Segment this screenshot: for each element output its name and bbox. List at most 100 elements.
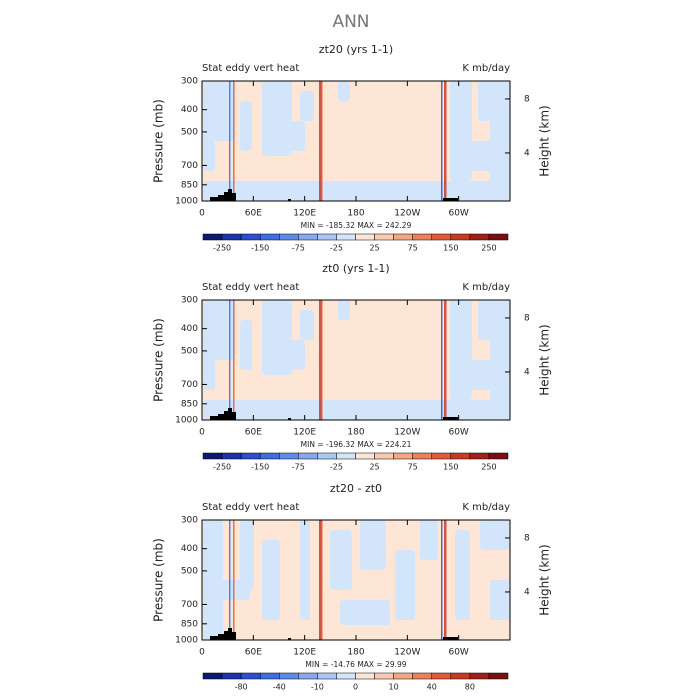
colorbar-label: 75 (408, 463, 418, 472)
y-tick-label: 300 (181, 296, 198, 306)
colorbar-box (374, 452, 394, 460)
field-patch (455, 530, 470, 620)
x-tick-label: 120E (293, 428, 316, 438)
colorbar-box (412, 233, 432, 241)
colorbar-box (202, 672, 223, 680)
y2-tick-label: 8 (524, 94, 530, 104)
y-tick-label: 1000 (175, 197, 198, 207)
colorbar-box (336, 452, 356, 460)
x-tick-label: 60E (245, 428, 262, 438)
colorbar-box (298, 672, 318, 680)
colorbar-box (279, 672, 299, 680)
left-label: Stat eddy vert heat (202, 63, 299, 74)
panel-title: zt20 (yrs 1-1) (319, 43, 393, 56)
colorbar-box (374, 233, 394, 241)
x-tick-label: 120W (394, 209, 420, 219)
y-tick-label: 700 (181, 380, 198, 390)
terrain (210, 628, 458, 640)
stats: MIN = -14.76 MAX = 29.99 (305, 660, 406, 669)
y-tick-label: 1000 (175, 416, 198, 426)
colorbar-box (279, 452, 299, 460)
field-patch (338, 300, 350, 320)
colorbar-box (469, 452, 490, 460)
x-tick-label: 0 (199, 428, 205, 438)
contour-field (202, 520, 510, 640)
x-tick-label: 60E (245, 209, 262, 219)
y-tick-label: 400 (181, 324, 198, 334)
y-tick-label: 1000 (175, 636, 198, 646)
colorbar-box (202, 233, 223, 241)
colorbar-label: 10 (389, 683, 399, 692)
colorbar-label: -75 (292, 463, 305, 472)
field-patch (450, 81, 472, 181)
terrain (210, 189, 458, 201)
field-patch (262, 300, 292, 375)
field-patch (240, 320, 252, 370)
colorbar-label: 0 (353, 683, 358, 692)
colorbar-box (298, 233, 318, 241)
colorbar-box (450, 672, 471, 680)
colorbar-label: 150 (443, 463, 458, 472)
x-tick-label: 0 (199, 648, 205, 658)
colorbar-box (355, 452, 375, 460)
field-patch (420, 520, 438, 560)
field-patch (203, 520, 223, 640)
panel: zt20 (yrs 1-1) Stat eddy vert heat K mb/da… (152, 43, 552, 253)
field-streak (229, 520, 231, 640)
field-streak (441, 520, 443, 640)
colorbar-box (469, 233, 490, 241)
x-tick-label: 120W (394, 428, 420, 438)
left-label: Stat eddy vert heat (202, 282, 299, 293)
field-streak (233, 520, 235, 640)
colorbar-label: -40 (273, 683, 286, 692)
colorbar-box (488, 452, 509, 460)
x-tick-label: 180 (347, 209, 364, 219)
colorbar-box (202, 452, 223, 460)
colorbar-box (355, 233, 375, 241)
field-patch (214, 300, 236, 360)
stats: MIN = -196.32 MAX = 224.21 (301, 440, 412, 449)
terrain (210, 408, 458, 420)
y2-tick-label: 4 (524, 367, 530, 377)
field-patch (300, 91, 314, 121)
colorbar-label: 25 (369, 463, 379, 472)
x-tick-label: 60W (448, 209, 468, 219)
field-patch (360, 520, 386, 570)
field-patch (480, 520, 510, 550)
x-tick-label: 120E (293, 648, 316, 658)
y2-tick-label: 4 (524, 148, 530, 158)
field-patch (300, 310, 314, 340)
colorbar-label: -250 (213, 463, 231, 472)
right-label: K mb/day (462, 502, 510, 513)
field-patch (340, 600, 390, 625)
x-tick-label: 180 (347, 428, 364, 438)
field-patch (300, 520, 310, 620)
field-patch (490, 580, 510, 620)
colorbar-box (221, 672, 242, 680)
colorbar-box (412, 452, 432, 460)
field-patch (214, 81, 236, 141)
colorbar-box (393, 233, 413, 241)
stats: MIN = -185.32 MAX = 242.29 (301, 221, 412, 230)
y2-tick-label: 4 (524, 587, 530, 597)
colorbar-label: -25 (330, 463, 343, 472)
field-patch (203, 81, 215, 171)
right-label: K mb/day (462, 282, 510, 293)
field-patch (240, 520, 254, 590)
colorbar-label: -150 (251, 244, 269, 253)
field-streak (233, 81, 235, 201)
field-streak (319, 520, 322, 640)
colorbar-label: 25 (369, 244, 379, 253)
field-streak (321, 81, 323, 201)
y-tick-label: 850 (181, 399, 198, 409)
colorbar-label: 250 (481, 244, 496, 253)
colorbar-box (393, 452, 413, 460)
colorbar-box (240, 672, 261, 680)
field-streak (229, 81, 231, 201)
colorbar-box (317, 233, 337, 241)
y-axis-title: Pressure (mb) (152, 99, 166, 183)
left-label: Stat eddy vert heat (202, 502, 299, 513)
colorbar-label: -150 (251, 463, 269, 472)
colorbar-box (317, 452, 337, 460)
